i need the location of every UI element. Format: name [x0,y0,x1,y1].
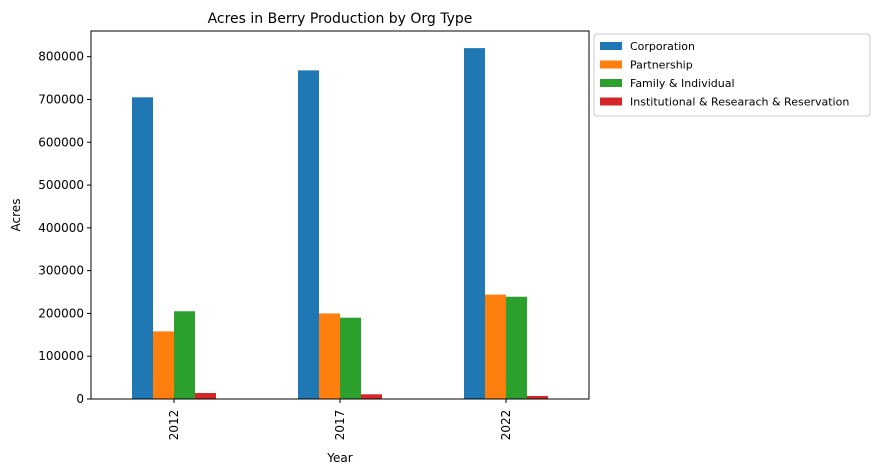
y-tick-label: 200000 [38,306,84,320]
x-axis: 2012 2017 2022 [167,399,513,440]
legend-label: Partnership [630,59,693,72]
bars-group [132,48,548,400]
chart-title: Acres in Berry Production by Org Type [208,11,473,27]
bar-partnership-2017 [319,313,340,399]
y-axis: 0 100000 200000 300000 400000 500000 600000 700… [38,50,91,406]
y-tick-label: 800000 [38,50,84,64]
legend-label: Corporation [630,40,695,53]
bar-institutional-researach-reservation-2017 [361,394,382,399]
bar-partnership-2022 [485,294,506,399]
x-tick-label: 2022 [499,410,513,441]
bar-family-individual-2022 [506,296,527,399]
plot-frame [90,30,590,400]
bar-institutional-researach-reservation-2022 [527,396,548,399]
bar-family-individual-2017 [340,317,361,399]
x-tick-label: 2012 [167,410,181,441]
bar-corporation-2017 [298,70,319,400]
y-tick-label: 500000 [38,178,84,192]
y-tick-label: 300000 [38,264,84,278]
legend-label: Family & Individual [630,77,735,90]
y-tick-label: 0 [76,392,84,406]
legend-swatch [600,60,622,69]
x-axis-label: Year [326,451,352,465]
x-tick-label: 2017 [333,410,347,441]
legend: Corporation Partnership Family & Individua… [593,33,871,117]
y-tick-label: 700000 [38,92,84,106]
y-tick-label: 100000 [38,349,84,363]
legend-swatch [600,97,622,106]
bar-family-individual-2012 [174,311,195,399]
y-tick-label: 600000 [38,135,84,149]
y-tick-label: 400000 [38,221,84,235]
legend-swatch [600,79,622,87]
bar-corporation-2022 [464,48,485,400]
legend-label: Institutional & Researach & Reservation [630,96,849,109]
bar-corporation-2012 [132,97,153,399]
bar-partnership-2012 [153,331,174,399]
legend-swatch [600,42,622,50]
legend-box [593,33,871,117]
bar-institutional-researach-reservation-2012 [195,393,216,399]
y-axis-label: Acres [9,199,23,232]
